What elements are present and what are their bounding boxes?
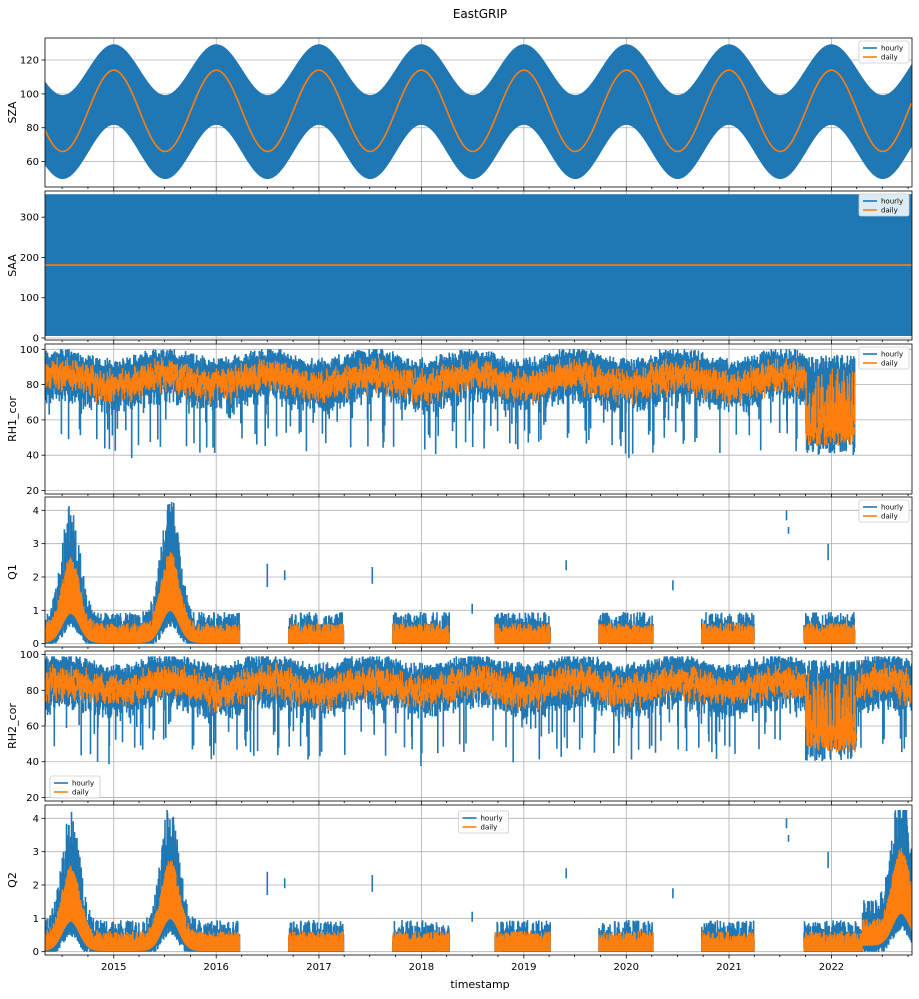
x-tick-label: 2019 bbox=[511, 962, 536, 973]
y-tick-label: 3 bbox=[33, 539, 39, 550]
series-daily bbox=[45, 552, 856, 643]
series-daily bbox=[45, 662, 912, 753]
y-tick-label: 20 bbox=[26, 793, 39, 804]
axes-frame bbox=[44, 343, 913, 495]
y-tick-label: 100 bbox=[20, 650, 39, 661]
y-tick-label: 4 bbox=[33, 814, 39, 825]
y-axis-label: RH1_cor bbox=[6, 396, 19, 442]
x-tick-label: 2022 bbox=[819, 962, 844, 973]
plot-area bbox=[45, 502, 856, 644]
y-tick-label: 100 bbox=[20, 293, 39, 304]
y-axis-label: SZA bbox=[6, 101, 19, 124]
series-daily bbox=[45, 69, 912, 153]
y-tick-label: 60 bbox=[26, 722, 39, 733]
y-tick-label: 4 bbox=[33, 506, 39, 517]
legend-label-daily: daily bbox=[72, 789, 89, 797]
y-axis-label: Q1 bbox=[6, 564, 19, 580]
y-axis-label: SAA bbox=[6, 254, 19, 277]
y-tick-label: 20 bbox=[26, 486, 39, 497]
plot-area bbox=[45, 810, 912, 952]
y-tick-label: 40 bbox=[26, 451, 39, 462]
x-tick-label: 2016 bbox=[203, 962, 228, 973]
figure-title: EastGRIP bbox=[453, 7, 507, 21]
y-axis-label: RH2_cor bbox=[6, 703, 19, 749]
y-tick-label: 80 bbox=[26, 686, 39, 697]
axes-frame bbox=[44, 37, 913, 188]
legend-label-hourly: hourly bbox=[72, 780, 94, 788]
y-tick-label: 0 bbox=[33, 639, 39, 650]
legend-label-hourly: hourly bbox=[481, 815, 503, 823]
x-tick-label: 2018 bbox=[409, 962, 434, 973]
axes-frame bbox=[44, 496, 913, 648]
y-tick-label: 120 bbox=[20, 56, 39, 67]
legend-label-daily: daily bbox=[481, 824, 498, 832]
legend-label-hourly: hourly bbox=[881, 198, 903, 206]
x-tick-label: 2020 bbox=[614, 962, 639, 973]
plot-area bbox=[45, 44, 912, 180]
y-tick-label: 2 bbox=[33, 573, 39, 584]
grid bbox=[45, 805, 912, 955]
axes-frame bbox=[44, 190, 913, 341]
series-daily bbox=[45, 847, 912, 951]
y-tick-label: 100 bbox=[20, 345, 39, 356]
legend-label-hourly: hourly bbox=[881, 504, 903, 512]
y-tick-label: 80 bbox=[26, 380, 39, 391]
y-tick-label: 0 bbox=[33, 333, 39, 344]
subplots: 6080100120SZAhourlydaily0100200300SAAhou… bbox=[6, 37, 913, 973]
axes-frame bbox=[44, 804, 913, 956]
y-tick-label: 3 bbox=[33, 847, 39, 858]
y-tick-label: 80 bbox=[26, 123, 39, 134]
y-tick-label: 1 bbox=[33, 606, 39, 617]
x-tick-label: 2015 bbox=[101, 962, 126, 973]
y-tick-label: 100 bbox=[20, 89, 39, 100]
y-tick-label: 300 bbox=[20, 213, 39, 224]
y-tick-label: 1 bbox=[33, 914, 39, 925]
legend-label-daily: daily bbox=[881, 513, 898, 521]
plot-area bbox=[45, 349, 856, 459]
series-daily bbox=[45, 357, 856, 446]
legend-label-hourly: hourly bbox=[881, 45, 903, 53]
legend-label-daily: daily bbox=[881, 54, 898, 62]
legend-label-daily: daily bbox=[881, 360, 898, 368]
plot-area bbox=[45, 194, 912, 336]
y-tick-label: 0 bbox=[33, 947, 39, 958]
x-axis-label: timestamp bbox=[450, 978, 509, 991]
y-tick-label: 200 bbox=[20, 253, 39, 264]
y-axis-label: Q2 bbox=[6, 872, 19, 888]
plot-area bbox=[45, 656, 912, 766]
y-tick-label: 60 bbox=[26, 415, 39, 426]
y-tick-label: 2 bbox=[33, 881, 39, 892]
x-tick-label: 2017 bbox=[306, 962, 331, 973]
y-tick-label: 60 bbox=[26, 157, 39, 168]
series-hourly bbox=[45, 44, 912, 180]
y-tick-label: 40 bbox=[26, 757, 39, 768]
subplot-q2: 0 1 2 3 4 Q2 2015 2016 2017 2018 2019 2020 2021 2022 h… bbox=[6, 804, 913, 973]
legend-label-hourly: hourly bbox=[881, 351, 903, 359]
x-tick-label: 2021 bbox=[716, 962, 741, 973]
legend-label-daily: daily bbox=[881, 207, 898, 215]
